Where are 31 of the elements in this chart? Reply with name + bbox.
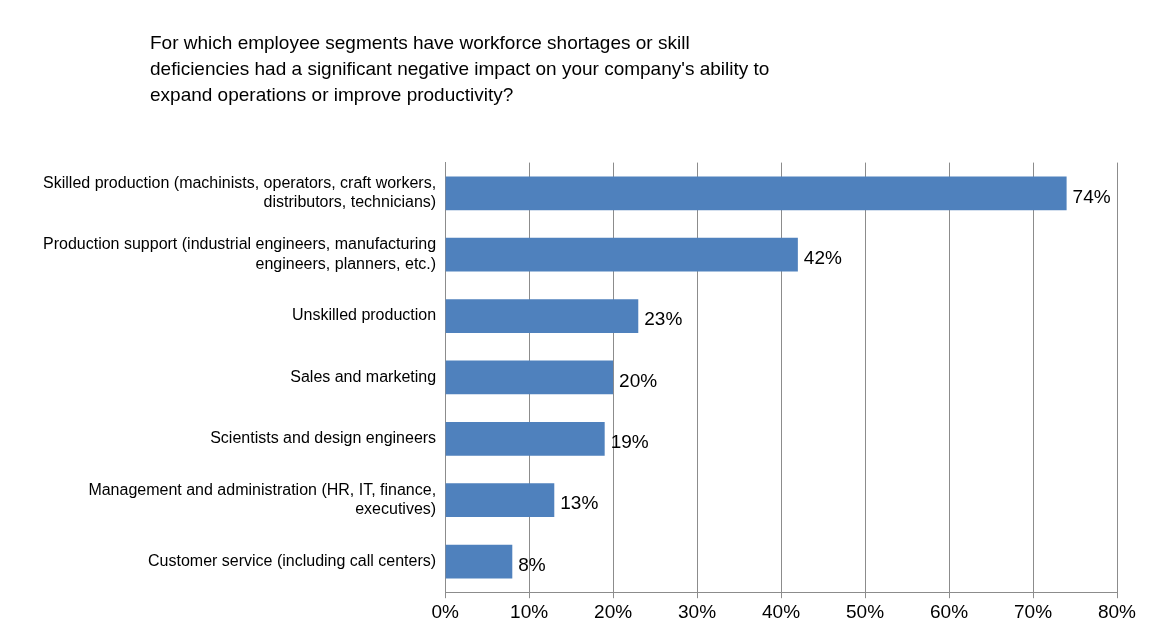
bar — [445, 421, 605, 456]
data-label: 8% — [518, 553, 546, 575]
x-tick-label: 0% — [431, 600, 459, 622]
x-tick-label: 20% — [594, 600, 633, 622]
x-tick-label: 10% — [510, 600, 549, 622]
y-tick-label: Management and administration (HR, IT, finance, executives) — [88, 480, 437, 518]
y-tick-label: Skilled production (machinists, operators, craft workers, distributors, technicians) — [43, 174, 437, 211]
y-tick-label: Scientists and design engineers — [210, 429, 437, 447]
y-tick-label: Production support (industrial engineers, manufacturing engineers, planners, etc.) — [43, 235, 437, 272]
chart-title: For which employee segments have workforce shortages or skill deficiencies had a significant negative impact on your company's ability to expand operations or improve productivity? — [150, 31, 771, 107]
x-tick-label: 30% — [678, 600, 717, 622]
y-tick-label: Sales and marketing — [290, 367, 437, 385]
x-tick-label: 50% — [846, 600, 885, 622]
bar — [445, 483, 555, 518]
data-label: 42% — [803, 246, 842, 268]
data-label: 20% — [619, 369, 658, 391]
bar — [445, 299, 639, 333]
data-label: 74% — [1072, 185, 1111, 207]
x-tick-label: 40% — [762, 600, 801, 622]
y-tick-label: Unskilled production — [292, 306, 437, 324]
bar — [445, 176, 1067, 211]
bar — [445, 237, 798, 272]
y-tick-label: Customer service (including call centers) — [148, 551, 437, 569]
bar — [445, 360, 614, 395]
x-tick-label: 80% — [1097, 600, 1137, 622]
data-label: 19% — [610, 431, 649, 453]
bar — [445, 544, 513, 579]
x-tick-label: 70% — [1014, 600, 1053, 622]
data-label: 23% — [644, 308, 683, 330]
x-tick-label: 60% — [930, 600, 969, 622]
data-label: 13% — [560, 492, 599, 514]
